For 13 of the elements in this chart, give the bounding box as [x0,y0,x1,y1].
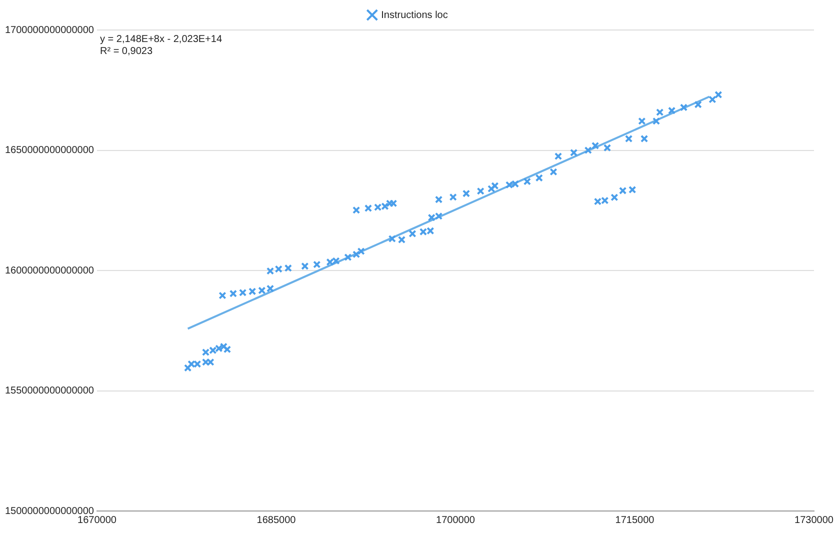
y-tick-label: 1500000000000000 [5,506,94,517]
annotation: R² = 0,9023 [100,46,153,57]
legend-label: Instructions loc [381,10,448,21]
y-tick-label: 1650000000000000 [5,145,94,156]
x-tick-label: 1700000 [436,514,476,526]
y-tick-label: 1700000000000000 [5,24,94,36]
x-tick-label: 1715000 [615,514,655,526]
y-tick-label: 1600000000000000 [5,265,94,276]
x-tick-label: 1685000 [256,514,296,526]
x-tick-label: 1670000 [78,514,117,526]
annotation: y = 2,148E+8x - 2,023E+14 [100,34,222,45]
x-tick-label: 1730000 [794,514,834,526]
y-tick-label: 1550000000000000 [5,386,94,396]
